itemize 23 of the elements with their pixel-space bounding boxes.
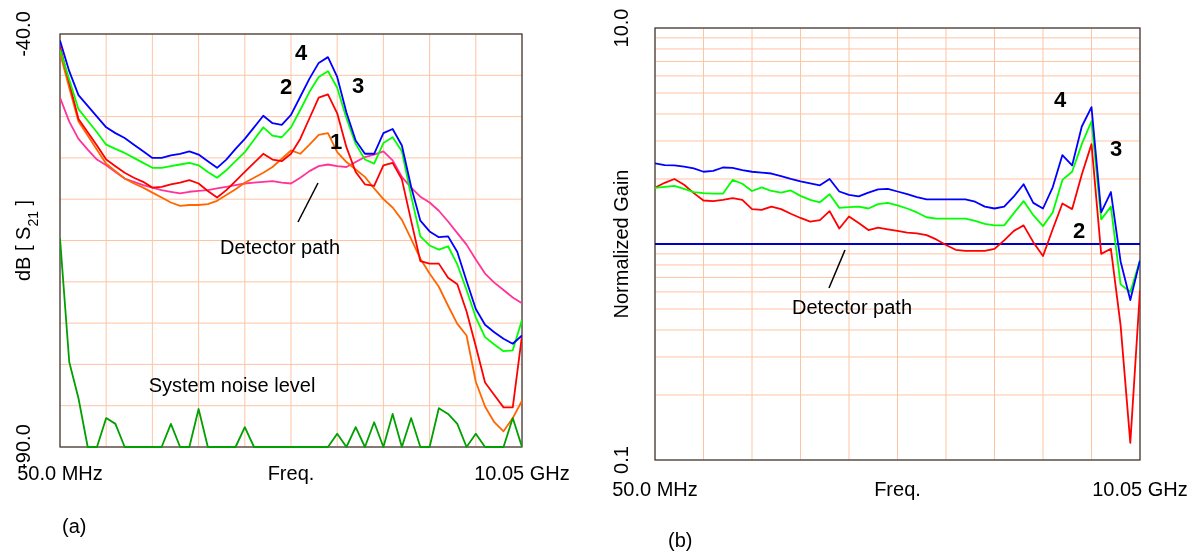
y-tick-label: 10.0 (610, 8, 632, 48)
y-tick-label: 0.1 (610, 446, 632, 474)
annotation: 2 (279, 73, 293, 99)
annotation: 3 (1109, 135, 1123, 161)
annotation: Detector path (219, 236, 341, 259)
annotation: 1 (329, 128, 343, 154)
annotation: 4 (294, 39, 308, 65)
text: (b) (668, 529, 693, 552)
line-series (60, 96, 522, 305)
x-tick-label: 10.05 GHz (474, 462, 570, 484)
x-tick-label: 10.05 GHz (1092, 478, 1188, 500)
annotation: 2 (1072, 217, 1086, 243)
text: (a) (62, 515, 87, 538)
y-axis-title: Normalized Gain (610, 169, 632, 319)
annotation: Detector path (791, 296, 913, 319)
y-tick-label: -40.0 (12, 11, 34, 57)
x-tick-label: 50.0 MHz (612, 478, 698, 500)
x-axis-title: Freq. (267, 462, 315, 484)
x-axis-title: Freq. (874, 478, 921, 500)
annotation: System noise level (148, 374, 316, 397)
annotation: 4 (1053, 86, 1067, 112)
annotation: 3 (351, 72, 365, 98)
line-series (655, 143, 1140, 444)
